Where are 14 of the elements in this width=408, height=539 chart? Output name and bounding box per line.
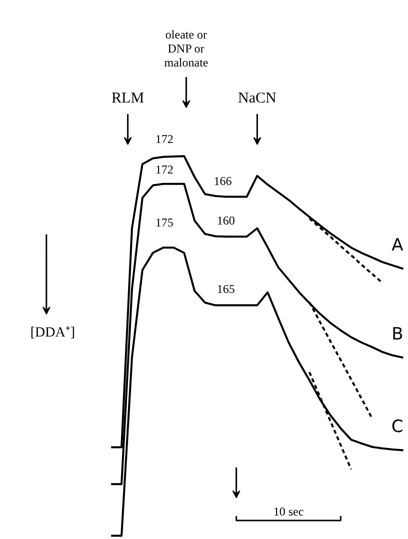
text: NaCN [238,90,277,106]
text: RLM [112,90,144,106]
annotation: 166 [214,174,232,188]
annotation: 165 [216,282,235,296]
series-label: A [392,236,404,256]
text: [DDA⁺] [30,326,76,341]
annotation: 175 [155,216,174,230]
series-label: C [391,417,404,438]
annotation: 160 [216,214,235,228]
annotation: 172 [155,162,174,176]
annotation: 10 sec [273,504,304,519]
text: 172 [155,132,174,146]
text: oleate or DNP or malonate [164,28,208,70]
series-label: B [392,324,404,344]
